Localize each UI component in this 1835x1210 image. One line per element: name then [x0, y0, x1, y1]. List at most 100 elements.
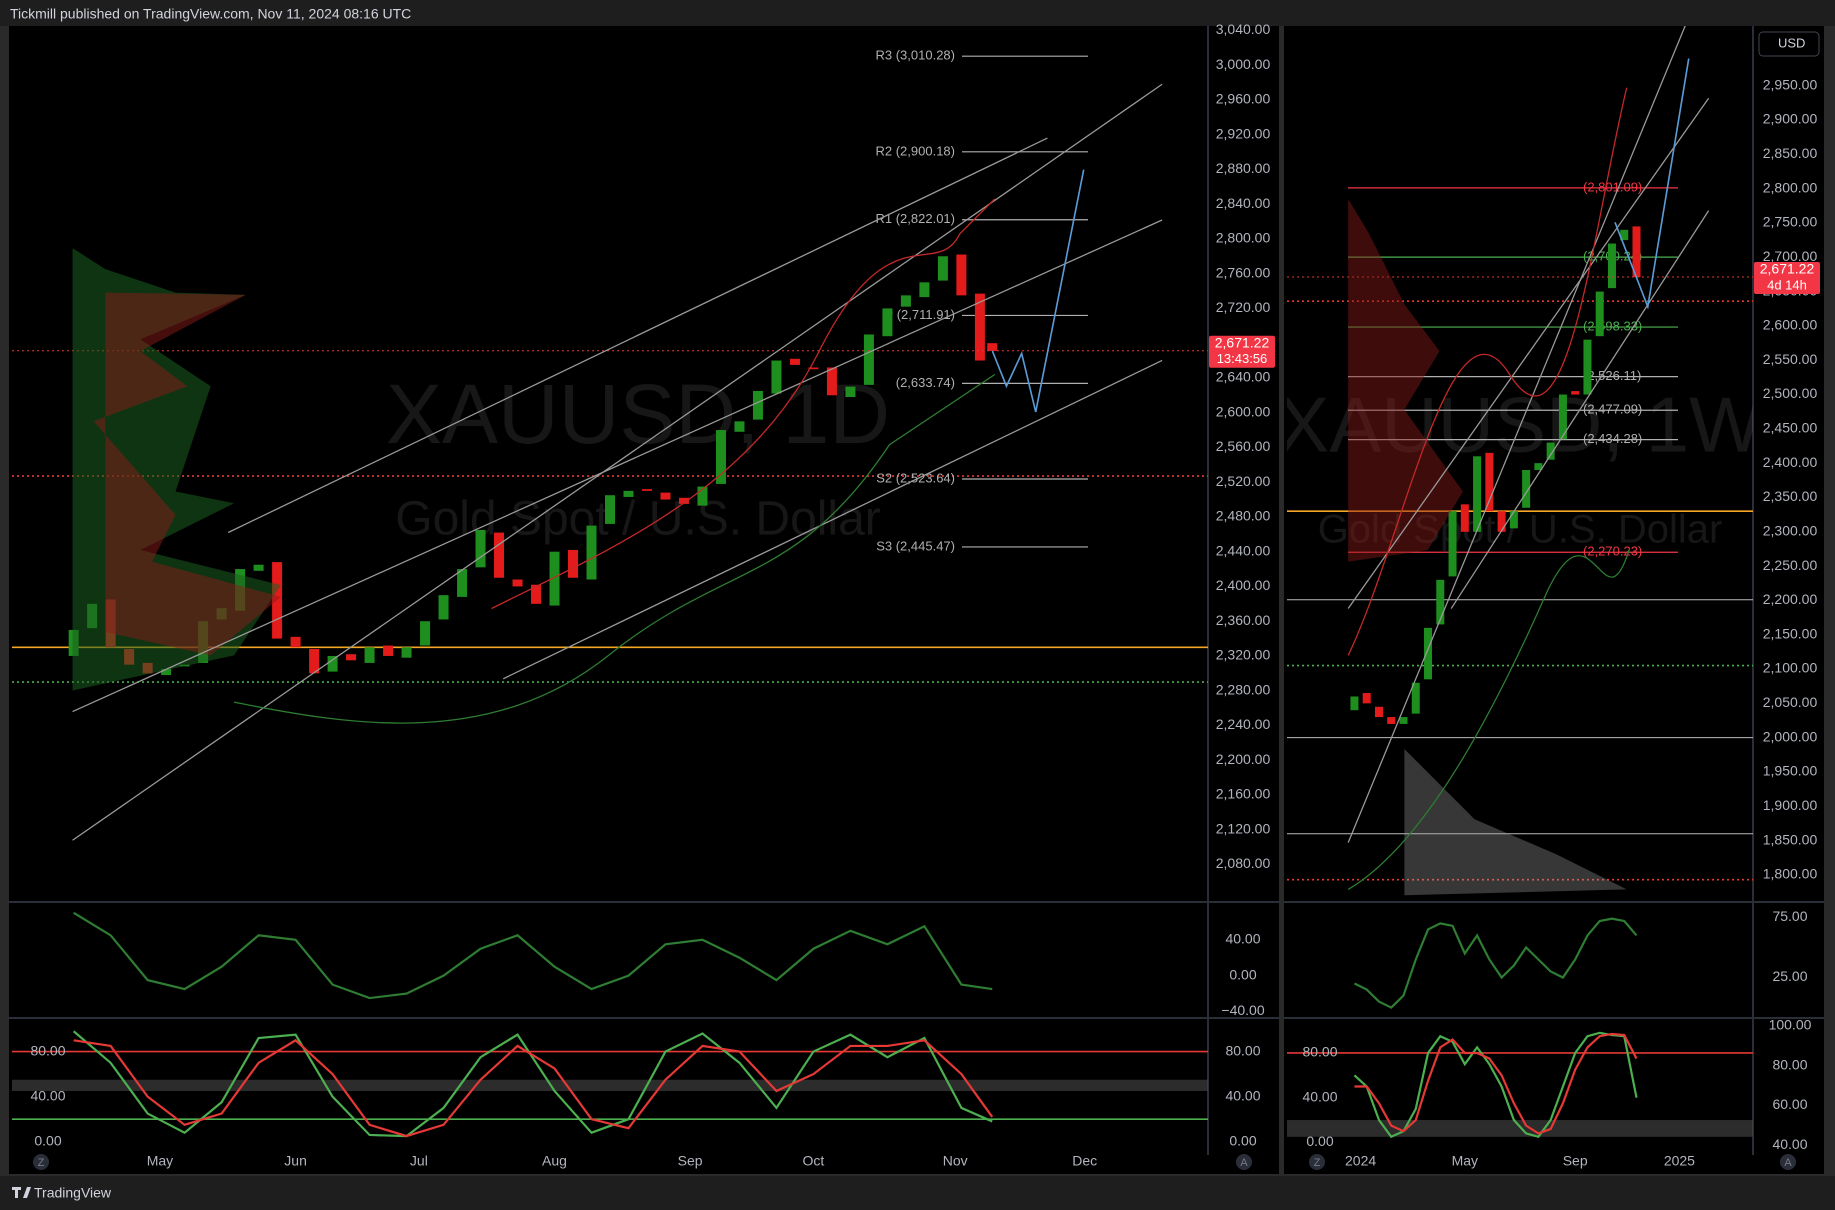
candle: [549, 551, 560, 606]
x-tick-label: Jul: [410, 1153, 428, 1169]
x-tick-label: Aug: [542, 1153, 567, 1169]
candle: [327, 655, 338, 672]
candle: [697, 486, 708, 506]
auto-label[interactable]: A: [1784, 1157, 1792, 1169]
candle: [845, 386, 856, 398]
candle: [678, 497, 689, 504]
candle: [1387, 717, 1396, 724]
y-tick-label: 2,280.00: [1216, 681, 1271, 697]
candle: [752, 390, 763, 420]
x-tick-label: Nov: [943, 1153, 968, 1169]
y-tick-label: 2,500.00: [1763, 385, 1818, 401]
countdown-label: 13:43:56: [1217, 351, 1268, 366]
header-text: Tickmill published on TradingView.com, N…: [10, 6, 411, 22]
y-tick-label: 40.00: [30, 1087, 65, 1103]
currency-label[interactable]: USD: [1778, 35, 1805, 50]
y-tick-label: 2,700.00: [1763, 248, 1818, 264]
candle: [863, 334, 874, 385]
candle: [457, 569, 468, 597]
y-tick-label: 75.00: [1772, 908, 1807, 924]
last-price-label: 2,671.22: [1760, 261, 1815, 277]
chart-layers: XAUUSD, 1D Gold Spot / U.S. Dollar R3 (3,0…: [12, 21, 1820, 1169]
candle: [1571, 391, 1580, 395]
y-tick-label: 80.00: [1772, 1056, 1807, 1072]
candle: [1607, 243, 1616, 289]
candle: [987, 343, 998, 351]
candle: [734, 421, 745, 432]
y2-tick-label: 80.00: [1302, 1044, 1337, 1060]
candle: [1374, 706, 1383, 718]
y-tick-label: 2,960.00: [1216, 91, 1271, 107]
watermark-subtitle: Gold Spot / U.S. Dollar: [395, 493, 881, 546]
candle: [605, 495, 615, 524]
axes: 80.00 80.00 40.00 40.00 0.00 0.00: [30, 1042, 1260, 1148]
y-tick-label: 2,850.00: [1763, 145, 1818, 161]
y-tick-label: 0.00: [1229, 1132, 1256, 1148]
candle: [1595, 291, 1604, 337]
candle: [882, 308, 893, 337]
watermark-subtitle: Gold Spot / U.S. Dollar: [1318, 508, 1723, 552]
y-tick-label: 2,480.00: [1216, 508, 1271, 524]
candle: [383, 645, 394, 656]
x-tick-label: Jun: [284, 1153, 307, 1169]
y-tick-label: 2,520.00: [1216, 473, 1271, 489]
y-tick-label: 100.00: [1769, 1017, 1812, 1033]
oscillator-line: [73, 911, 993, 1000]
y-tick-label: 0.00: [34, 1132, 61, 1148]
reset-label[interactable]: Z: [38, 1157, 45, 1169]
y-tick-label: 80.00: [1225, 1042, 1260, 1058]
pane-dividers: [9, 26, 1824, 1155]
candle: [660, 492, 671, 500]
candle: [826, 367, 837, 396]
x-tick-label: May: [147, 1153, 173, 1169]
x-tick-label: 2025: [1664, 1153, 1695, 1169]
y-tick-label: 2,400.00: [1216, 577, 1271, 593]
axes: 40.00 0.00 −40.00: [1221, 930, 1264, 1018]
x-tick-label: Dec: [1072, 1153, 1097, 1169]
y-tick-label: 2,720.00: [1216, 299, 1271, 315]
auto-label[interactable]: A: [1240, 1157, 1248, 1169]
candle: [475, 529, 486, 568]
reset-label[interactable]: Z: [1314, 1157, 1321, 1169]
pivot-label: (2,633.74): [896, 375, 955, 390]
y-tick-label: 2,600.00: [1763, 317, 1818, 333]
candle: [1424, 627, 1433, 680]
y-tick-label: 2,450.00: [1763, 420, 1818, 436]
auto-button[interactable]: [1236, 1154, 1252, 1170]
reset-button[interactable]: [1309, 1154, 1325, 1170]
x-tick-label: 2024: [1345, 1153, 1376, 1169]
header-bar: [0, 0, 1835, 26]
y-tick-label: 2,800.00: [1763, 179, 1818, 195]
candle: [808, 367, 819, 370]
y-tick-label: 2,920.00: [1216, 125, 1271, 141]
auto-button[interactable]: [1780, 1154, 1796, 1170]
y-tick-label: 3,040.00: [1216, 21, 1271, 37]
candle: [641, 489, 652, 491]
currency-button[interactable]: [1758, 31, 1820, 57]
last-price-label: 2,671.22: [1215, 334, 1270, 350]
y-tick-label: 1,950.00: [1763, 763, 1818, 779]
y-tick-label: 2,350.00: [1763, 488, 1818, 504]
y2-tick-label: 40.00: [1302, 1088, 1337, 1104]
pivot-label: R3 (3,010.28): [876, 48, 956, 63]
pivot-label: S2 (2,523.64): [876, 470, 955, 485]
y2-tick-label: 0.00: [1306, 1133, 1333, 1149]
axes: 1,800.00 1,850.00 1,900.00 1,950.00 2,000.00…: [1345, 31, 1820, 1169]
y-tick-label: 2,120.00: [1216, 820, 1271, 836]
candle: [974, 293, 985, 361]
x-tick-label: Sep: [1563, 1153, 1588, 1169]
oscillator-line: [72, 1030, 993, 1138]
band: [12, 1079, 1208, 1092]
right-drawings: [1347, 26, 1710, 896]
x-tick-label: May: [1452, 1153, 1478, 1169]
y-tick-label: 80.00: [30, 1042, 65, 1058]
candle: [1558, 394, 1567, 440]
y-tick-label: 2,100.00: [1763, 660, 1818, 676]
y-tick-label: 2,250.00: [1763, 557, 1818, 573]
y-tick-label: 2,640.00: [1216, 369, 1271, 385]
y-tick-label: 40.00: [1772, 1136, 1807, 1152]
y-tick-label: 2,550.00: [1763, 351, 1818, 367]
y-tick-label: 2,320.00: [1216, 647, 1271, 663]
reset-button[interactable]: [33, 1154, 49, 1170]
